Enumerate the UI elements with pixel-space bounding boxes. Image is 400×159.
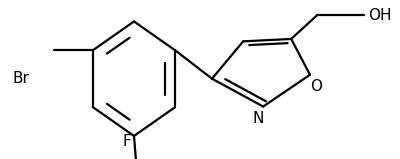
Text: N: N: [252, 111, 264, 126]
Text: Br: Br: [12, 71, 29, 86]
Text: O: O: [310, 79, 322, 94]
Text: OH: OH: [368, 8, 392, 23]
Text: F: F: [123, 135, 132, 149]
